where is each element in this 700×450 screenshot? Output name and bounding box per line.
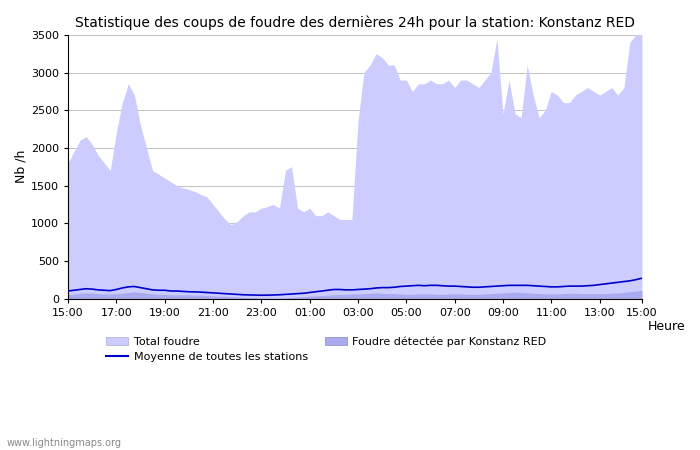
Text: www.lightningmaps.org: www.lightningmaps.org <box>7 438 122 448</box>
Title: Statistique des coups de foudre des dernières 24h pour la station: Konstanz RED: Statistique des coups de foudre des dern… <box>75 15 635 30</box>
Legend: Total foudre, Moyenne de toutes les stations, Foudre détectée par Konstanz RED: Total foudre, Moyenne de toutes les stat… <box>102 332 551 367</box>
Y-axis label: Nb /h: Nb /h <box>15 150 28 183</box>
Text: Heure: Heure <box>648 320 685 333</box>
